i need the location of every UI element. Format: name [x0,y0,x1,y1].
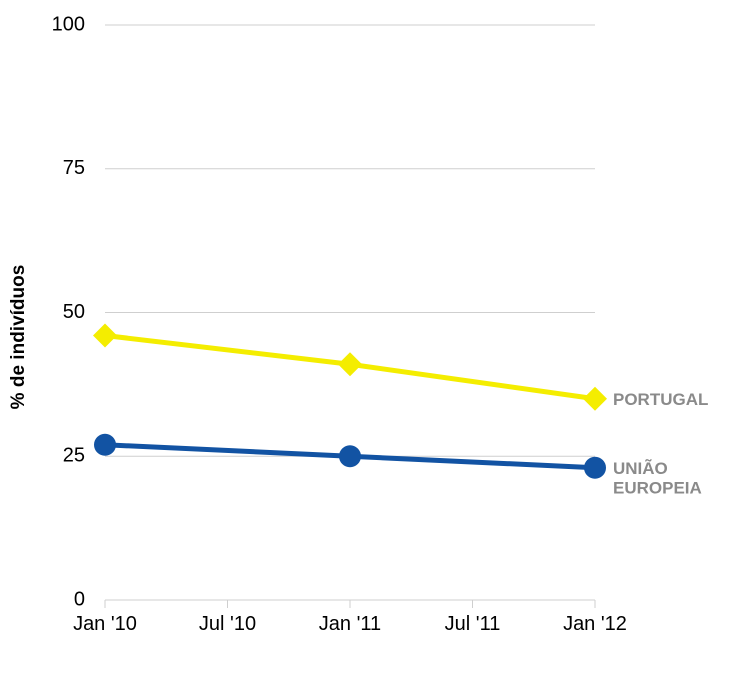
x-tick-label: Jan '10 [73,613,137,635]
series-label-portugal: PORTUGAL [613,390,708,409]
series-marker-uniao-europeia [339,445,361,467]
series-marker-uniao-europeia [94,434,116,456]
x-tick-label: Jul '11 [445,613,501,635]
y-tick-label: 0 [74,588,85,610]
y-tick-label: 75 [63,157,85,179]
x-tick-label: Jan '11 [319,613,381,635]
y-tick-label: 25 [63,445,85,467]
chart-svg: 0 25 50 75 100 Jan '10 Jul '10 Jan '11 Jul '11 Ja… [0,0,733,673]
chart-container: % de indivíduos 0 25 50 75 100 Jan '10 Jul '10… [0,0,733,673]
series-marker-uniao-europeia [584,457,606,479]
y-tick-label: 50 [63,301,85,323]
y-axis-label: % de indivíduos [8,264,30,409]
x-tick-label: Jul '10 [199,613,256,635]
x-tick-label: Jan '12 [563,613,627,635]
y-tick-label: 100 [52,13,85,35]
